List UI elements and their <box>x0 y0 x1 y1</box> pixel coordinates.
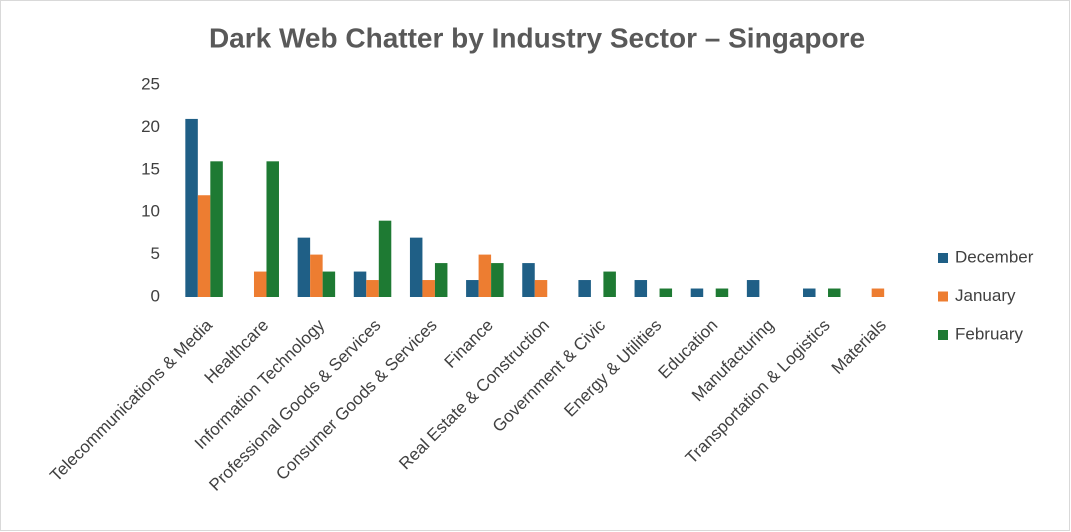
bar <box>197 195 211 297</box>
bar <box>266 161 279 297</box>
bar <box>297 237 311 297</box>
legend-label: February <box>955 324 1024 343</box>
bar <box>522 263 535 297</box>
y-tick-label: 15 <box>141 159 160 178</box>
bar <box>828 288 841 297</box>
bar <box>578 280 591 297</box>
bar <box>491 263 504 297</box>
legend-swatch <box>938 291 948 302</box>
bar <box>746 280 760 297</box>
bar <box>310 254 323 297</box>
y-tick-label: 0 <box>151 286 160 305</box>
bar <box>534 280 548 297</box>
y-tick-label: 5 <box>151 244 160 263</box>
bar <box>871 288 885 297</box>
bar <box>715 288 729 297</box>
y-tick-label: 25 <box>141 74 160 93</box>
bar <box>478 254 492 297</box>
legend-swatch <box>938 330 948 340</box>
bar <box>603 271 616 297</box>
chart-title: Dark Web Chatter by Industry Sector – Si… <box>209 22 865 53</box>
bar <box>690 288 704 297</box>
bar <box>409 237 423 297</box>
bar <box>422 280 435 297</box>
bar <box>253 271 267 297</box>
y-tick-label: 10 <box>141 202 160 221</box>
bar <box>434 263 448 297</box>
y-tick-label: 20 <box>141 117 160 136</box>
bar <box>210 161 223 297</box>
bar <box>378 220 392 297</box>
bar <box>659 288 673 297</box>
legend-swatch <box>938 253 948 263</box>
bar <box>322 271 336 297</box>
legend-label: December <box>955 247 1034 266</box>
bar <box>185 118 198 297</box>
bar <box>803 288 816 297</box>
bar <box>466 280 479 297</box>
legend-label: January <box>955 286 1016 305</box>
bar <box>353 271 367 297</box>
bar <box>634 280 648 297</box>
bar <box>366 280 379 297</box>
